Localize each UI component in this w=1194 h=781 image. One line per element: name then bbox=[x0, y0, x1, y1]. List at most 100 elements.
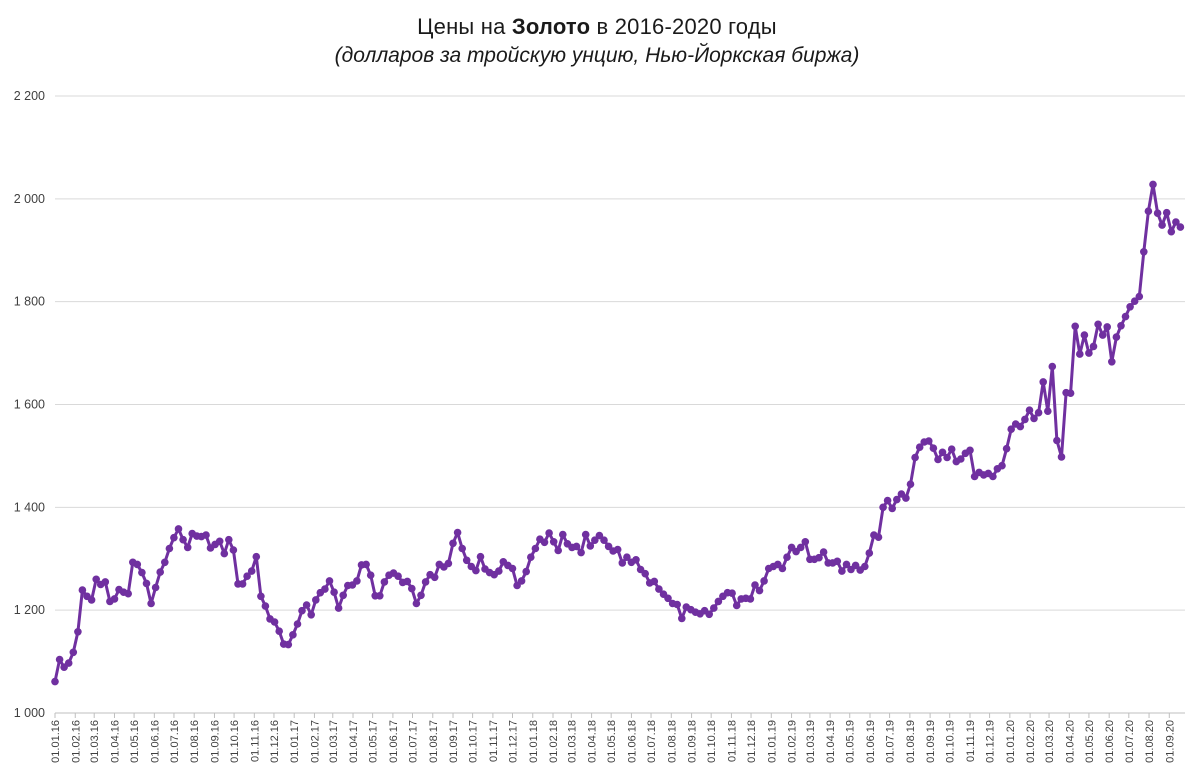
x-tick-label: 01.11.19 bbox=[965, 720, 977, 762]
data-point-marker bbox=[220, 549, 229, 558]
data-point-marker bbox=[1048, 362, 1057, 371]
y-axis-labels: 1 000 1 200 1 400 1 600 1 800 2 000 2 200 bbox=[14, 89, 45, 720]
data-point-marker bbox=[1130, 297, 1139, 306]
data-point-marker bbox=[147, 599, 155, 608]
data-point-marker bbox=[842, 560, 851, 569]
x-tick-label: 01.08.20 bbox=[1144, 720, 1156, 763]
data-point-marker bbox=[1167, 227, 1176, 236]
data-point-marker bbox=[1076, 350, 1084, 358]
x-tick-label: 01.10.19 bbox=[945, 720, 957, 763]
y-tick-label: 2 000 bbox=[14, 192, 45, 206]
data-point-marker bbox=[508, 564, 517, 573]
data-point-marker bbox=[1085, 349, 1093, 357]
y-tick-label: 2 200 bbox=[14, 89, 45, 103]
data-point-marker bbox=[1053, 436, 1061, 445]
data-point-marker bbox=[92, 575, 100, 584]
data-point-marker bbox=[554, 546, 562, 555]
x-tick-label: 01.12.18 bbox=[746, 720, 758, 763]
data-point-marker bbox=[1002, 444, 1011, 453]
data-point-marker bbox=[312, 596, 320, 604]
x-tick-label: 01.08.16 bbox=[189, 720, 201, 763]
data-point-marker bbox=[325, 577, 334, 585]
data-point-marker bbox=[751, 581, 759, 589]
data-point-marker bbox=[1126, 303, 1134, 311]
data-point-marker bbox=[275, 627, 284, 635]
data-point-marker bbox=[472, 566, 480, 575]
x-tick-label: 01.09.17 bbox=[448, 720, 460, 763]
x-tick-label: 01.10.16 bbox=[229, 720, 241, 763]
data-point-marker bbox=[1044, 407, 1052, 416]
data-point-marker bbox=[1007, 425, 1015, 434]
x-tick-label: 01.02.16 bbox=[70, 720, 82, 763]
y-tick-label: 1 800 bbox=[14, 295, 45, 309]
data-point-marker bbox=[801, 538, 810, 546]
data-point-marker bbox=[165, 544, 174, 553]
x-tick-label: 01.03.19 bbox=[805, 720, 817, 763]
y-tick-label: 1 400 bbox=[14, 500, 45, 514]
data-point-marker bbox=[1057, 453, 1066, 461]
data-point-marker bbox=[362, 560, 370, 569]
data-point-marker bbox=[957, 455, 965, 463]
data-point-marker bbox=[64, 659, 73, 667]
data-point-marker bbox=[943, 453, 951, 462]
data-point-marker bbox=[1034, 408, 1043, 417]
data-point-marker bbox=[412, 599, 421, 608]
data-point-marker bbox=[902, 494, 910, 502]
x-tick-label: 01.09.18 bbox=[687, 720, 699, 763]
data-point-marker bbox=[1121, 312, 1130, 321]
x-tick-label: 01.04.19 bbox=[825, 720, 837, 763]
x-tick-label: 01.01.19 bbox=[766, 720, 778, 763]
x-tick-label: 01.02.18 bbox=[548, 720, 560, 763]
data-point-marker bbox=[865, 549, 874, 557]
data-point-marker bbox=[998, 461, 1006, 470]
data-point-marker bbox=[540, 538, 549, 547]
data-point-marker bbox=[833, 557, 842, 566]
data-point-marker bbox=[947, 445, 956, 454]
x-tick-label: 01.08.19 bbox=[905, 720, 917, 763]
data-point-marker bbox=[421, 578, 430, 586]
data-point-marker bbox=[559, 530, 567, 539]
data-point-marker bbox=[257, 592, 265, 601]
data-point-marker bbox=[623, 553, 631, 561]
x-tick-label: 01.11.17 bbox=[488, 720, 500, 762]
y-tick-label: 1 000 bbox=[14, 706, 45, 720]
data-point-marker bbox=[247, 567, 256, 575]
data-point-marker bbox=[243, 572, 251, 580]
data-point-marker bbox=[522, 567, 530, 576]
data-point-marker bbox=[938, 448, 947, 457]
data-point-marker bbox=[819, 548, 828, 556]
data-point-marker bbox=[710, 604, 718, 612]
data-point-marker bbox=[650, 577, 659, 586]
data-point-marker bbox=[600, 536, 608, 544]
x-tick-label: 01.01.17 bbox=[289, 720, 301, 763]
chart-title-suffix: в 2016-2020 годы bbox=[590, 14, 777, 39]
data-point-marker bbox=[989, 472, 997, 481]
data-point-marker bbox=[284, 640, 293, 649]
data-point-marker bbox=[151, 583, 160, 592]
x-tick-label: 01.04.17 bbox=[348, 720, 360, 763]
data-point-marker bbox=[453, 528, 462, 537]
data-point-marker bbox=[531, 544, 540, 553]
data-point-marker bbox=[270, 618, 279, 626]
data-point-marker bbox=[252, 552, 261, 561]
data-point-marker bbox=[714, 597, 723, 606]
data-point-marker bbox=[861, 562, 869, 571]
data-point-marker bbox=[1025, 406, 1034, 415]
data-point-marker bbox=[380, 578, 389, 586]
x-tick-label: 01.10.18 bbox=[706, 720, 718, 763]
data-point-marker bbox=[366, 571, 375, 579]
data-point-marker bbox=[476, 552, 485, 561]
data-point-marker bbox=[462, 556, 471, 565]
data-point-marker bbox=[408, 584, 416, 593]
data-points bbox=[51, 180, 1185, 686]
data-point-marker bbox=[838, 567, 846, 575]
data-point-marker bbox=[238, 580, 247, 588]
data-point-marker bbox=[394, 572, 402, 580]
data-point-marker bbox=[906, 480, 915, 489]
data-point-marker bbox=[591, 536, 599, 544]
data-point-marker bbox=[298, 606, 306, 615]
data-point-marker bbox=[545, 529, 553, 537]
x-axis-labels: 01.01.16 01.02.16 01.03.16 01.04.16 01.05.16… bbox=[50, 720, 1176, 763]
